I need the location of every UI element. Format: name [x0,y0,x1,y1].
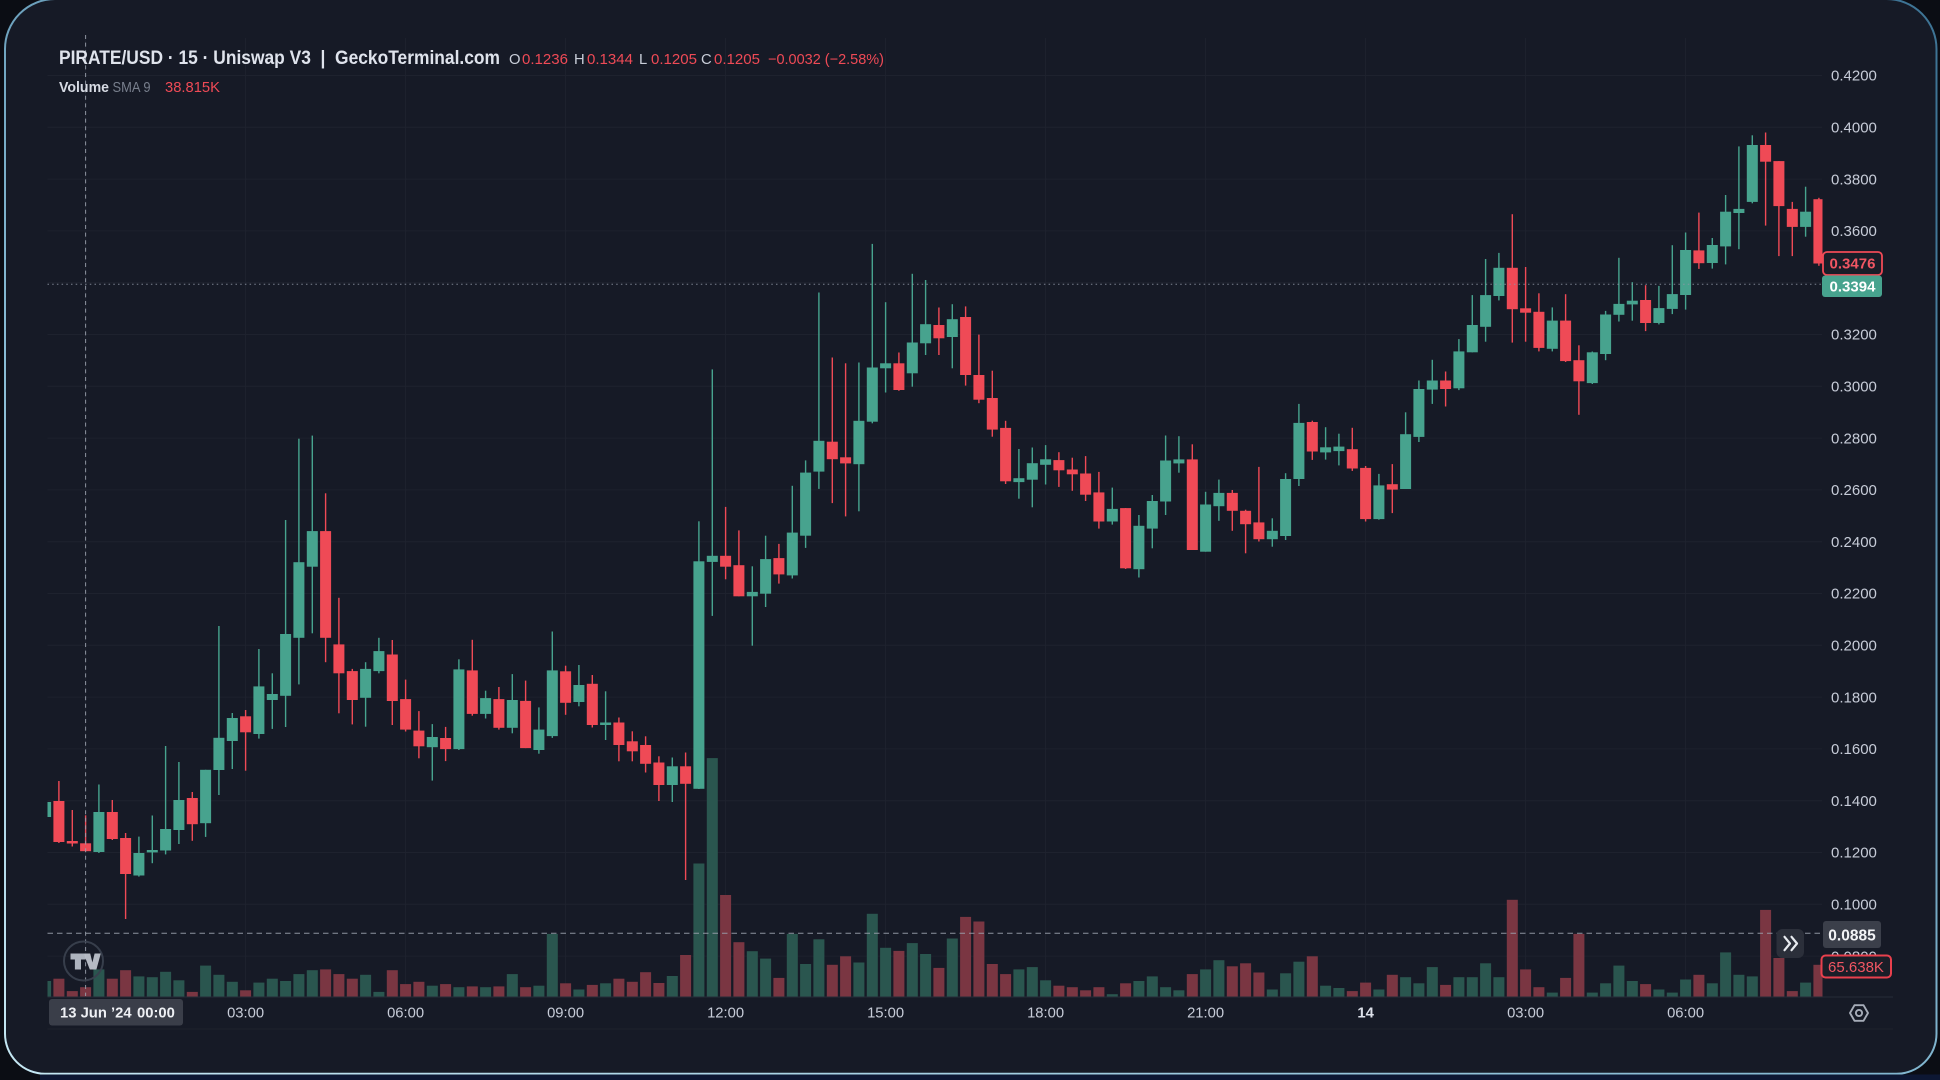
svg-text:15:00: 15:00 [867,1006,904,1022]
svg-text:0.1205: 0.1205 [651,52,697,68]
svg-text:0.1205: 0.1205 [714,52,760,68]
svg-text:H: H [574,52,585,68]
svg-text:0.4200: 0.4200 [1831,68,1877,85]
svg-text:00:00: 00:00 [137,1006,175,1022]
svg-text:21:00: 21:00 [1187,1006,1224,1022]
svg-text:03:00: 03:00 [227,1006,264,1022]
svg-text:0.1600: 0.1600 [1831,741,1877,758]
svg-text:14: 14 [1357,1006,1374,1022]
svg-text:0.2600: 0.2600 [1831,482,1877,499]
svg-text:06:00: 06:00 [387,1006,424,1022]
svg-text:O: O [509,52,521,68]
svg-text:09:00: 09:00 [547,1006,584,1022]
svg-text:0.0885: 0.0885 [1828,928,1876,945]
svg-text:0.1200: 0.1200 [1831,845,1877,862]
svg-text:0.2200: 0.2200 [1831,586,1877,603]
svg-text:38.815K: 38.815K [165,80,220,96]
svg-text:18:00: 18:00 [1027,1006,1064,1022]
svg-text:0.3000: 0.3000 [1831,379,1877,396]
svg-text:06:00: 06:00 [1667,1006,1704,1022]
svg-text:0.1236: 0.1236 [522,52,568,68]
svg-text:0.1400: 0.1400 [1831,793,1877,810]
svg-text:65.638K: 65.638K [1828,959,1884,976]
svg-text:0.1800: 0.1800 [1831,689,1877,706]
svg-text:0.1344: 0.1344 [587,52,633,68]
svg-text:0.2800: 0.2800 [1831,430,1877,447]
svg-text:0.1000: 0.1000 [1831,897,1877,914]
svg-text:12:00: 12:00 [707,1006,744,1022]
svg-text:Volume: Volume [59,80,109,96]
svg-text:0.2400: 0.2400 [1831,534,1877,551]
svg-text:13 Jun ’24: 13 Jun ’24 [60,1006,132,1022]
svg-text:−0.0032 (−2.58%): −0.0032 (−2.58%) [768,52,884,68]
svg-text:0.3394: 0.3394 [1830,279,1877,296]
svg-text:0.3200: 0.3200 [1831,327,1877,344]
svg-text:0.3800: 0.3800 [1831,171,1877,188]
svg-text:0.4000: 0.4000 [1831,120,1877,137]
svg-text:0.2000: 0.2000 [1831,638,1877,655]
svg-text:L: L [639,52,647,68]
svg-text:0.3476: 0.3476 [1830,256,1876,273]
svg-text:SMA 9: SMA 9 [113,80,151,96]
svg-text:PIRATE/USD · 15 · Uniswap V3: PIRATE/USD · 15 · Uniswap V3 | GeckoTerm… [59,48,500,69]
svg-text:03:00: 03:00 [1507,1006,1544,1022]
svg-text:0.3600: 0.3600 [1831,223,1877,240]
svg-text:C: C [701,52,712,68]
